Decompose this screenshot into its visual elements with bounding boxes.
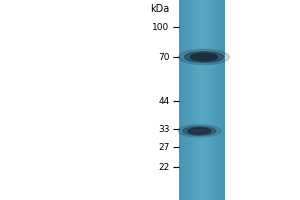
Bar xyxy=(213,0,214,200)
Bar xyxy=(183,0,184,200)
Bar xyxy=(180,0,181,200)
Bar xyxy=(213,0,214,200)
Bar xyxy=(184,0,185,200)
Bar xyxy=(202,0,203,200)
Bar xyxy=(193,0,194,200)
Bar xyxy=(214,0,215,200)
Bar xyxy=(222,0,223,200)
Text: 22: 22 xyxy=(158,162,169,171)
Text: 70: 70 xyxy=(158,52,169,62)
Ellipse shape xyxy=(184,51,224,62)
Bar xyxy=(185,0,187,200)
Bar xyxy=(223,0,224,200)
Bar xyxy=(209,0,211,200)
Bar xyxy=(224,0,225,200)
Bar xyxy=(178,0,180,200)
Bar xyxy=(221,0,222,200)
Bar xyxy=(192,0,193,200)
Bar xyxy=(215,0,216,200)
Bar xyxy=(189,0,190,200)
Bar xyxy=(220,0,221,200)
Bar xyxy=(210,0,211,200)
Bar xyxy=(194,0,195,200)
Bar xyxy=(190,0,191,200)
Bar xyxy=(208,0,209,200)
Bar xyxy=(197,0,198,200)
Bar xyxy=(199,0,200,200)
Bar xyxy=(187,0,188,200)
Bar xyxy=(200,0,201,200)
Bar xyxy=(202,0,204,200)
Ellipse shape xyxy=(179,49,230,65)
Bar xyxy=(201,0,202,200)
Bar xyxy=(205,0,206,200)
Bar xyxy=(189,0,190,200)
Bar xyxy=(211,0,212,200)
Ellipse shape xyxy=(190,53,218,61)
Bar xyxy=(209,0,210,200)
Bar xyxy=(193,0,194,200)
Bar xyxy=(206,0,207,200)
Bar xyxy=(182,0,183,200)
Bar xyxy=(185,0,186,200)
Bar xyxy=(216,0,217,200)
Text: 33: 33 xyxy=(158,124,169,134)
Text: 44: 44 xyxy=(158,97,169,106)
Bar xyxy=(195,0,196,200)
Bar xyxy=(217,0,218,200)
Ellipse shape xyxy=(183,127,216,136)
Ellipse shape xyxy=(188,128,211,134)
Bar xyxy=(182,0,184,200)
Bar xyxy=(219,0,220,200)
Bar xyxy=(188,0,189,200)
Bar xyxy=(203,0,204,200)
Text: 27: 27 xyxy=(158,142,169,152)
Bar xyxy=(198,0,199,200)
Ellipse shape xyxy=(178,125,221,137)
Bar xyxy=(196,0,197,200)
Bar xyxy=(181,0,182,200)
Bar xyxy=(206,0,208,200)
Bar xyxy=(217,0,218,200)
Bar xyxy=(204,0,205,200)
Bar xyxy=(191,0,192,200)
Text: kDa: kDa xyxy=(150,4,170,14)
Text: 100: 100 xyxy=(152,22,169,31)
Bar xyxy=(207,0,208,200)
Bar xyxy=(212,0,213,200)
Bar xyxy=(186,0,187,200)
Bar xyxy=(218,0,219,200)
Bar xyxy=(179,0,180,200)
Bar xyxy=(220,0,221,200)
